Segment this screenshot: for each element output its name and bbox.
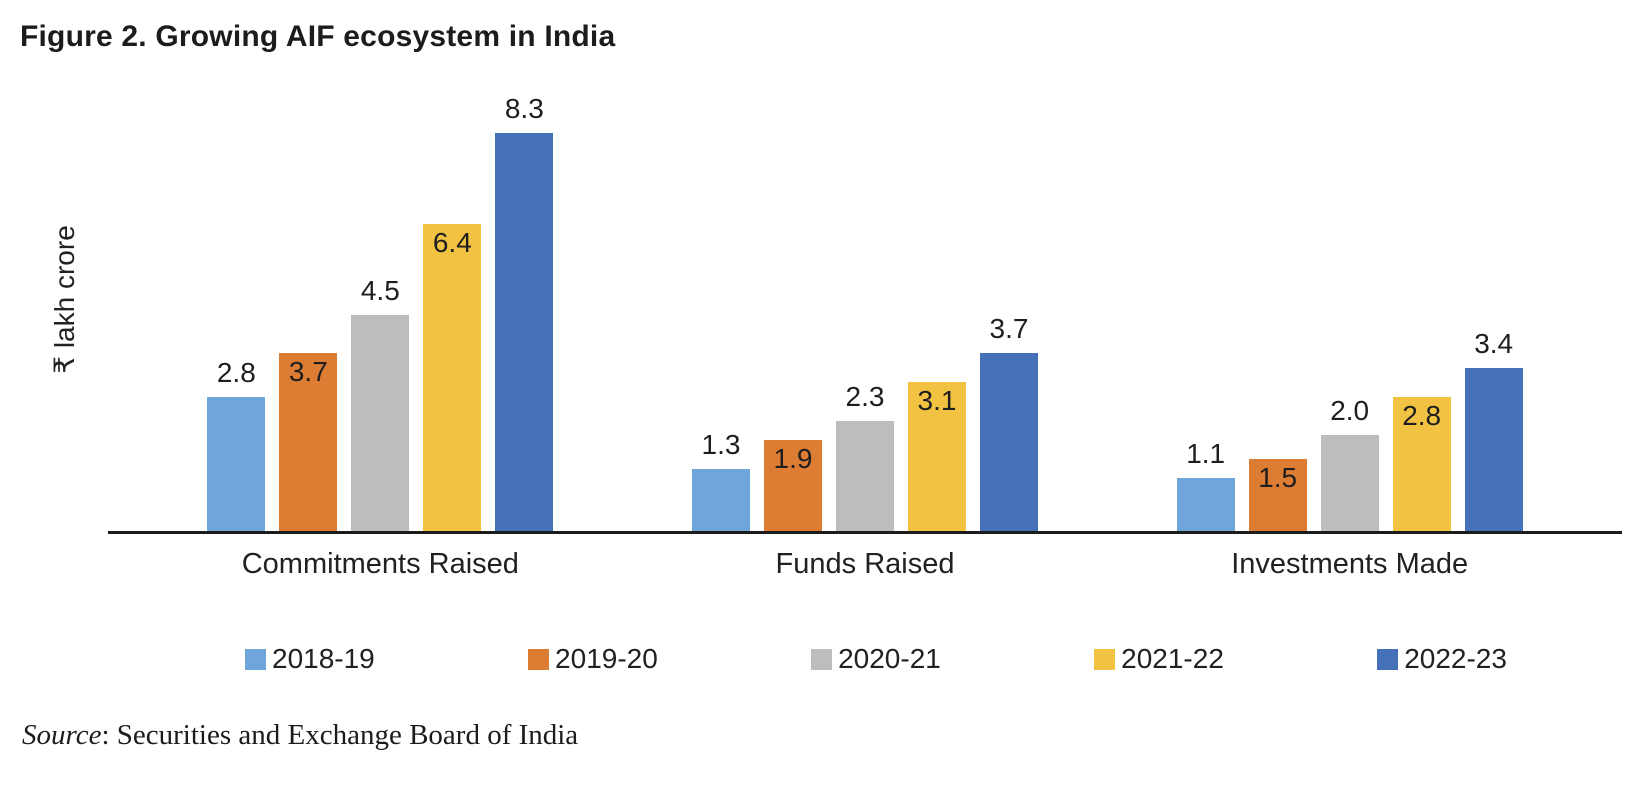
bar-value-label: 1.5 [1258,462,1298,493]
legend-color-swatch [811,648,833,670]
bar-2020-21: 2.3 [836,381,894,531]
category-labels: Commitments Raised Funds Raised Investment… [108,548,1622,581]
bar-2021-22: 6.4 [423,223,482,531]
bar-group: 1.3 1.9 2.3 3.1 3.7 [623,313,1108,531]
bar-2018-19: 1.3 [692,429,750,531]
y-axis-label: ₹ lakh crore [48,224,80,374]
legend-color-swatch [245,648,266,670]
legend-item: 2018-19 [245,643,375,675]
plot-column: 2.8 3.7 4.5 6.4 8.3 1.3 1.9 2.3 3.1 3.7 1.1 1.5 2.0 2… [108,64,1622,581]
legend-label: 2021-22 [1121,643,1224,674]
legend: 2018-19 2019-20 2020-21 2021-22 2022-23 [245,643,1507,675]
legend-color-swatch [528,648,550,670]
bar-2019-20: 1.5 [1248,459,1307,531]
legend-item: 2021-22 [1094,643,1224,675]
bar-2020-21: 2.0 [1320,395,1379,531]
legend-item: 2022-23 [1377,643,1507,675]
legend-label: 2019-20 [555,643,658,674]
bar-value-label: 2.3 [845,380,885,412]
bar-value-label: 6.4 [432,226,472,258]
category-label: Funds Raised [775,548,955,580]
bar-2020-21: 4.5 [351,275,410,531]
bar-value-label: 2.8 [216,356,256,388]
source-text: : Securities and Exchange Board of India [101,719,579,751]
bar-value-label: 1.1 [1186,438,1226,470]
chart-title: Figure 2. Growing AIF ecosystem in India [20,20,616,53]
bar-2022-23: 3.7 [980,313,1038,531]
bar-2019-20: 3.7 [279,353,338,531]
bar-value-label: 1.9 [773,442,813,474]
bar-value-label: 2.0 [1330,395,1370,426]
bar-group: 1.1 1.5 2.0 2.8 3.4 [1107,328,1592,531]
y-axis-label-column: ₹ lakh crore [20,64,108,534]
bar-2021-22: 3.1 [908,382,966,531]
bar-value-label: 4.5 [360,275,400,306]
bar-value-label: 1.3 [701,428,741,460]
category-label: Commitments Raised [241,548,519,580]
legend-label: 2020-21 [838,643,941,674]
bar-value-label: 8.3 [504,92,544,124]
bar-2021-22: 2.8 [1392,396,1451,531]
legend-item: 2019-20 [528,643,658,675]
legend-item: 2020-21 [811,643,941,675]
legend-label: 2022-23 [1404,643,1507,674]
bar-group: 2.8 3.7 4.5 6.4 8.3 [138,93,623,531]
bar-2018-19: 1.1 [1176,438,1235,531]
bar-chart: ₹ lakh crore 2.8 3.7 4.5 6.4 8.3 1.3 1.9 2.3 3.1… [20,64,1622,581]
bar-2022-23: 3.4 [1464,328,1523,531]
bar-value-label: 3.4 [1474,327,1514,359]
bar-value-label: 3.1 [917,385,957,417]
legend-color-swatch [1377,648,1399,670]
bar-value-label: 3.7 [288,356,328,388]
bar-2022-23: 8.3 [495,93,554,531]
bar-value-label: 3.7 [989,313,1029,345]
source-prefix: Source [22,719,102,751]
legend-label: 2018-19 [272,643,375,674]
bar-chart-plot: 2.8 3.7 4.5 6.4 8.3 1.3 1.9 2.3 3.1 3.7 1.1 1.5 2.0 2… [108,64,1622,534]
source-note: Source: Securities and Exchange Board of… [20,719,1622,752]
legend-color-swatch [1094,648,1116,670]
bar-2019-20: 1.9 [764,439,822,531]
category-label: Investments Made [1231,548,1469,580]
bar-value-label: 2.8 [1402,399,1442,431]
bar-2018-19: 2.8 [207,357,266,531]
